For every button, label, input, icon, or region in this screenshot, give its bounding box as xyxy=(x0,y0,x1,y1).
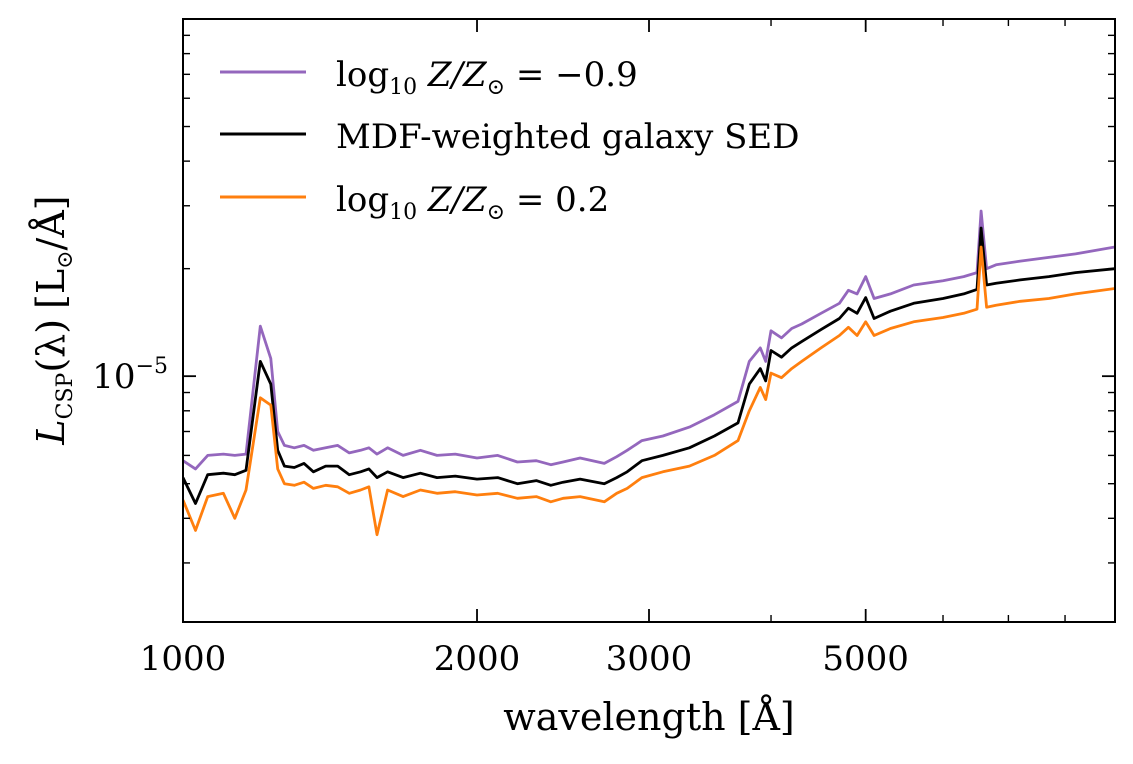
legend-label-low-metallicity: log10 Z/Z⊙ = −0.9 xyxy=(336,55,638,100)
tick-layer: 1000 2000 3000 5000 10−5 xyxy=(92,19,1116,679)
legend-label-mdf-weighted: MDF-weighted galaxy SED xyxy=(336,117,799,157)
y-label-sun: ⊙ xyxy=(53,250,78,268)
legend-label-high-metallicity: log10 Z/Z⊙ = 0.2 xyxy=(336,180,609,225)
y-label-unit-open: [L xyxy=(29,269,73,309)
y-axis-label: LCSP(λ) [L⊙/Å] xyxy=(29,195,78,445)
series-line-0 xyxy=(183,209,1115,471)
x-tick-label: 3000 xyxy=(606,639,693,679)
x-tick-label: 2000 xyxy=(434,639,521,679)
y-label-sub: CSP xyxy=(53,372,78,419)
y-label-lambda: (λ) xyxy=(29,319,73,373)
series-line-1 xyxy=(183,226,1115,505)
y-label-L: L xyxy=(29,419,73,445)
series-line-2 xyxy=(183,245,1115,537)
x-tick-label: 5000 xyxy=(822,639,909,679)
y-tick-label: 10−5 xyxy=(92,354,168,397)
y-label-unit-close: /Å] xyxy=(29,195,73,250)
x-tick-label: 1000 xyxy=(140,639,227,679)
series-layer xyxy=(183,209,1115,537)
plot-frame xyxy=(182,18,1116,623)
x-axis-label: wavelength [Å] xyxy=(503,695,795,739)
legend: log10 Z/Z⊙ = −0.9 MDF-weighted galaxy SE… xyxy=(220,55,799,225)
